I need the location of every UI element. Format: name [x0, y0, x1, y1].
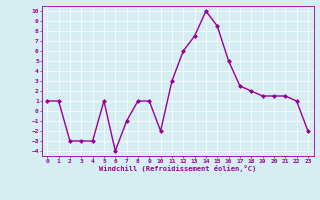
- X-axis label: Windchill (Refroidissement éolien,°C): Windchill (Refroidissement éolien,°C): [99, 165, 256, 172]
